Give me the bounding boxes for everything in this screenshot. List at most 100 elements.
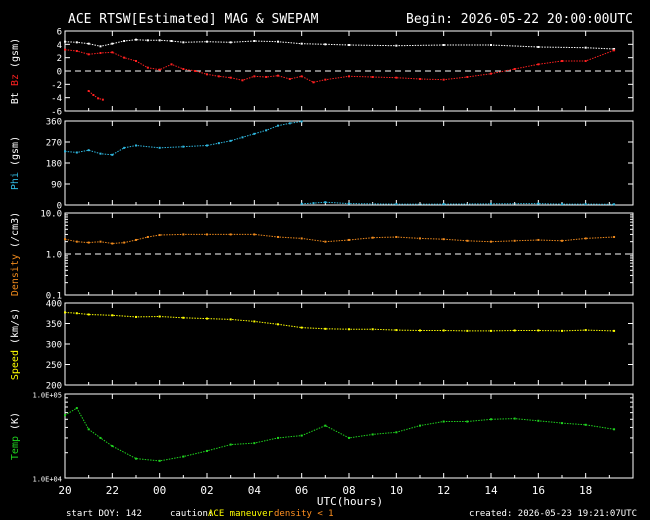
data-point-bt	[182, 41, 185, 44]
y-tick-label: 1.0	[46, 251, 62, 261]
data-point-density	[395, 235, 398, 238]
series-line-bz	[88, 90, 104, 101]
data-point-density	[277, 235, 279, 238]
data-point-bt	[490, 44, 492, 46]
data-point-phi	[253, 132, 256, 135]
data-point-speed	[206, 317, 208, 320]
data-point-speed	[182, 316, 185, 319]
data-point-temp	[584, 423, 587, 426]
start-doy: start DOY: 142	[66, 509, 142, 519]
data-point-phi	[442, 203, 445, 206]
data-point-density	[348, 238, 350, 241]
data-point-bt	[253, 40, 256, 42]
data-point-speed	[561, 329, 563, 332]
data-point-bz	[87, 53, 90, 56]
caution-density: density < 1	[274, 509, 334, 519]
data-point-density	[64, 238, 66, 241]
data-point-bz	[466, 76, 469, 78]
data-point-bt	[87, 42, 90, 45]
data-point-bt	[99, 45, 102, 48]
data-point-phi	[123, 146, 126, 149]
data-point-phi	[613, 203, 616, 206]
y-axis-label-mag: Bt Bz (gsm)	[10, 38, 21, 104]
data-point-density	[75, 240, 78, 243]
data-point-speed	[87, 313, 90, 316]
data-point-phi	[182, 145, 185, 148]
data-point-phi	[64, 150, 66, 153]
data-point-density	[99, 240, 102, 243]
data-point-speed	[513, 329, 516, 332]
y-tick-label: 0	[57, 202, 62, 212]
series-line-temp	[64, 407, 615, 462]
data-point-phi	[229, 139, 232, 142]
data-point-density	[158, 234, 161, 237]
data-point-bt	[324, 43, 327, 46]
data-point-bt	[170, 40, 173, 42]
data-point-bt	[277, 40, 279, 43]
data-point-temp	[300, 434, 303, 437]
data-point-temp	[371, 433, 374, 436]
data-point-phi	[99, 152, 102, 155]
data-point-bt	[206, 40, 208, 43]
data-point-density	[537, 238, 540, 241]
y-tick-label: -6	[51, 108, 62, 118]
y-tick-label: 10.0	[40, 210, 62, 220]
data-point-speed	[135, 315, 137, 318]
data-point-phi	[584, 203, 587, 206]
data-point-bz	[561, 60, 563, 62]
y-axis-label-part: Density	[10, 254, 21, 296]
data-point-speed	[111, 314, 114, 317]
y-axis-label-density: Density (/cm3)	[10, 212, 21, 296]
data-point-temp	[135, 457, 137, 460]
data-point-density	[229, 233, 232, 236]
data-point-bz	[217, 75, 220, 78]
data-point-bt	[111, 42, 114, 45]
data-point-bz	[395, 76, 398, 79]
data-point-density	[419, 237, 421, 240]
data-point-phi	[111, 153, 114, 156]
data-point-temp	[229, 443, 232, 446]
y-axis-label-part: (K)	[10, 412, 21, 436]
data-point-bz	[241, 79, 244, 82]
data-point-bz	[87, 90, 90, 92]
data-point-temp	[490, 418, 492, 421]
data-point-temp	[613, 428, 616, 431]
data-point-speed	[490, 329, 492, 332]
x-tick-label: 00	[153, 484, 166, 497]
data-point-speed	[537, 329, 540, 332]
data-point-bz	[158, 68, 161, 71]
data-point-bt	[348, 44, 350, 46]
data-point-bz	[513, 68, 516, 70]
data-point-phi	[217, 142, 220, 145]
data-point-temp	[348, 436, 350, 439]
data-point-bz	[312, 81, 315, 84]
data-point-temp	[419, 424, 421, 427]
y-axis-label-part: (km/s)	[10, 308, 21, 350]
data-point-temp	[537, 419, 540, 422]
y-tick-label: -4	[51, 94, 62, 104]
y-tick-label: 4	[57, 41, 62, 51]
data-point-bz	[170, 63, 173, 66]
data-point-density	[324, 240, 327, 243]
data-point-density	[300, 237, 303, 240]
y-tick-label: 0.1	[46, 292, 62, 302]
data-point-bt	[395, 44, 398, 47]
data-point-bt	[146, 39, 149, 42]
data-point-bz	[348, 75, 350, 78]
data-point-speed	[300, 326, 303, 329]
data-point-speed	[229, 318, 232, 321]
data-point-phi	[288, 122, 291, 125]
data-point-phi	[87, 149, 90, 152]
panel-phi: 0 90 180 270 360 Phi (gsm)	[10, 118, 634, 212]
data-point-temp	[75, 407, 78, 410]
y-axis-label-speed: Speed (km/s)	[10, 308, 21, 380]
y-tick-label: 6	[57, 28, 62, 38]
y-tick-label: -2	[51, 81, 62, 91]
data-point-bz	[324, 78, 327, 81]
y-tick-label: 0	[57, 68, 62, 78]
x-tick-label: 12	[437, 484, 450, 497]
data-point-density	[613, 235, 616, 238]
data-point-bz	[277, 74, 279, 77]
created-timestamp: created: 2026-05-23 19:21:07UTC	[469, 509, 637, 519]
